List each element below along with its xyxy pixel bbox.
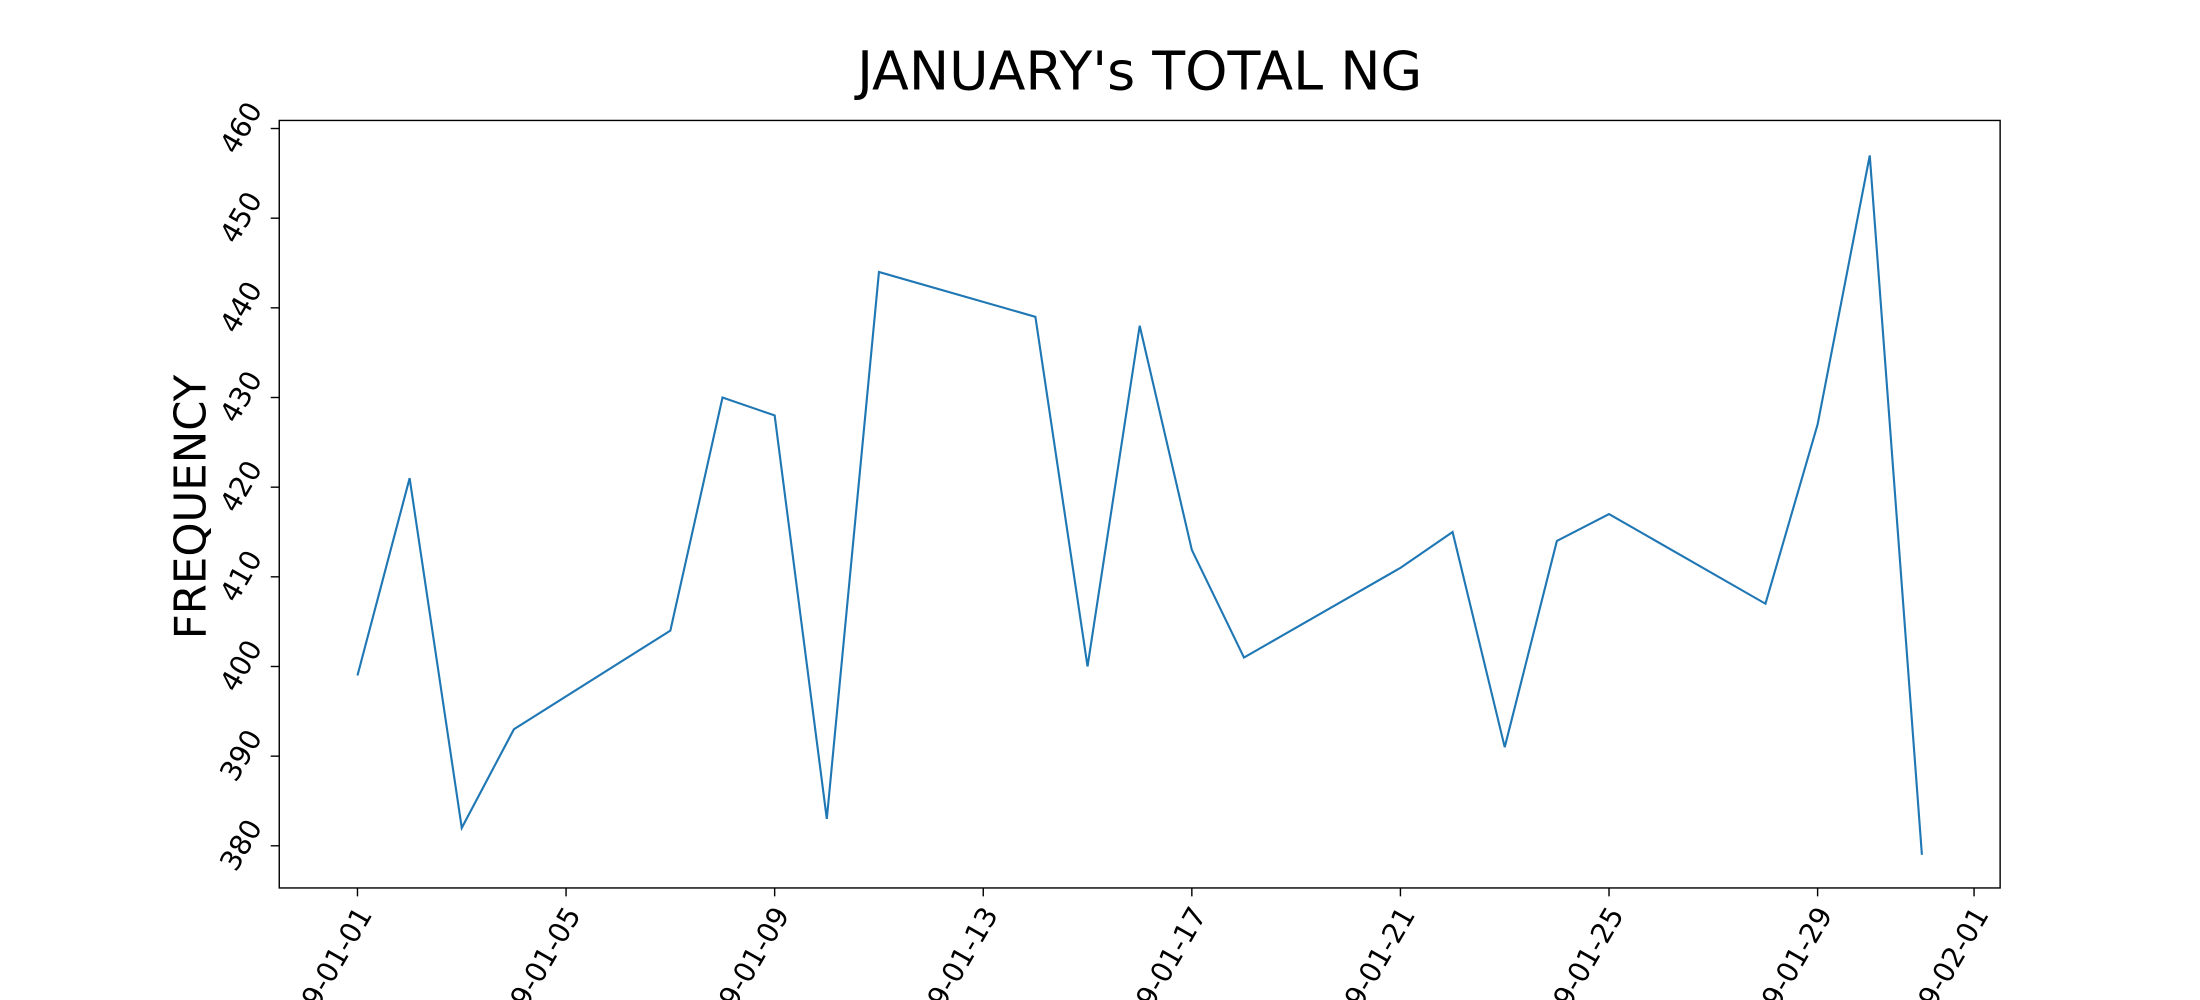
y-axis-label: FREQUENCY: [165, 374, 216, 639]
chart-title: JANUARY's TOTAL NG: [854, 40, 1422, 103]
plot-frame: [278, 119, 2001, 889]
line-series: [356, 155, 1923, 855]
